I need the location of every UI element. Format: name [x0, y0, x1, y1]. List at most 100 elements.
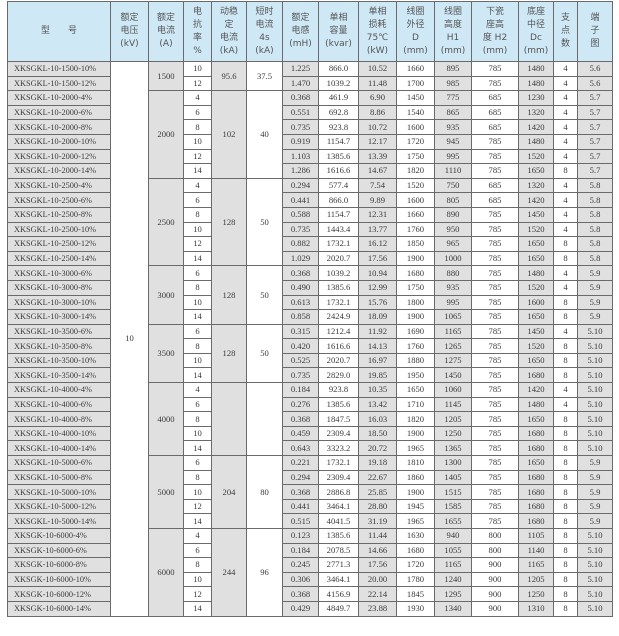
coil-height-cell: 1300 — [434, 455, 472, 471]
table-row: XKSGKL-10-5000-10% 10 0.368 2886.8 25.85 1900… — [7, 484, 613, 500]
dynamic-current-cell: 102 — [211, 90, 247, 179]
base-diameter-cell: 1250 — [518, 586, 554, 602]
inductance-cell: 0.515 — [282, 513, 319, 529]
base-height-cell: 785 — [471, 163, 519, 179]
loss-cell: 15.76 — [358, 294, 397, 311]
coil-height-cell: 1250 — [434, 425, 472, 442]
terminal-figure-cell: 5.8 — [577, 236, 613, 252]
inductance-cell: 0.245 — [282, 557, 319, 573]
short-time-current-cell: 37.5 — [246, 60, 283, 92]
capacity-cell: 1732.1 — [318, 236, 359, 252]
coil-height-cell: 1275 — [434, 352, 472, 369]
reactance-ratio-cell: 10 — [183, 352, 212, 369]
loss-cell: 12.17 — [358, 133, 397, 150]
base-diameter-cell: 1480 — [518, 265, 554, 281]
loss-cell: 16.12 — [358, 236, 397, 252]
header-model: 型 号 — [7, 1, 111, 62]
inductance-cell: 0.368 — [282, 586, 319, 602]
rated-current-cell: 1500 — [148, 60, 184, 92]
table-row: XKSGKL-10-2000-10% 10 0.919 1154.7 12.17 1720… — [7, 133, 613, 150]
terminal-figure-cell: 5.10 — [577, 338, 613, 354]
base-height-cell: 785 — [471, 440, 519, 457]
table-row: XKSGKL-10-2000-4% 2000 4 102 40 0.368 461.9 6.9… — [7, 90, 613, 179]
reactance-ratio-cell: 6 — [183, 455, 212, 471]
base-diameter-cell: 1450 — [518, 323, 554, 340]
capacity-cell: 1039.2 — [318, 265, 359, 281]
base-height-cell: 785 — [471, 498, 519, 515]
support-points-cell: 4 — [553, 119, 578, 135]
base-diameter-cell: 1420 — [518, 119, 554, 135]
support-points-cell: 8 — [553, 425, 578, 442]
reactance-ratio-cell: 14 — [183, 163, 212, 179]
table-row: XKSGKL-10-1500-10% 10 1500 10 95.6 37.5 1.225 8… — [7, 60, 613, 617]
header-inductance: 额定 电感 (mH) — [282, 1, 319, 62]
base-height-cell: 685 — [471, 192, 519, 208]
table-row: XKSGK-10-6000-6% 6 0.184 2078.5 14.66 1680 105… — [7, 542, 613, 559]
short-time-current-cell: 40 — [246, 90, 283, 179]
coil-diameter-cell: 1950 — [396, 367, 435, 384]
terminal-figure-cell: 5.9 — [577, 484, 613, 500]
base-height-cell: 785 — [471, 133, 519, 150]
table-body: XKSGKL-10-1500-10% 10 1500 10 95.6 37.5 1.225 8… — [7, 60, 613, 617]
loss-cell: 17.56 — [358, 250, 397, 267]
base-diameter-cell: 1680 — [518, 469, 554, 486]
coil-diameter-cell: 1710 — [396, 396, 435, 413]
capacity-cell: 1732.1 — [318, 455, 359, 471]
support-points-cell: 4 — [553, 133, 578, 150]
short-time-current-cell: 50 — [246, 177, 283, 267]
terminal-figure-cell: 5.10 — [577, 425, 613, 442]
support-points-cell: 8 — [553, 352, 578, 369]
base-diameter-cell: 1650 — [518, 309, 554, 325]
capacity-cell: 2886.8 — [318, 484, 359, 500]
inductance-cell: 0.368 — [282, 411, 319, 427]
loss-cell: 19.18 — [358, 455, 397, 471]
model-cell: XKSGKL-10-5000-12% — [7, 498, 111, 515]
loss-cell: 10.72 — [358, 119, 397, 135]
reactance-ratio-cell: 6 — [183, 323, 212, 340]
coil-height-cell: 880 — [434, 265, 472, 281]
table-row: XKSGKL-10-3000-8% 8 0.490 1385.6 12.99 1750 93… — [7, 279, 613, 296]
base-height-cell: 785 — [471, 338, 519, 354]
inductance-cell: 0.184 — [282, 542, 319, 559]
coil-height-cell: 1205 — [434, 411, 472, 427]
table-row: XKSGKL-10-3500-10% 10 0.525 2020.7 16.97 1880… — [7, 352, 613, 369]
reactance-ratio-cell: 14 — [183, 367, 212, 384]
coil-diameter-cell: 1720 — [396, 557, 435, 573]
coil-diameter-cell: 1690 — [396, 323, 435, 340]
base-height-cell: 785 — [471, 221, 519, 238]
table-row: XKSGKL-10-3000-6% 3000 6 128 50 0.368 1039.2 10… — [7, 265, 613, 325]
inductance-cell: 0.368 — [282, 90, 319, 106]
terminal-figure-cell: 5.8 — [577, 177, 613, 194]
reactance-ratio-cell: 8 — [183, 279, 212, 296]
coil-diameter-cell: 1660 — [396, 206, 435, 223]
reactance-ratio-cell: 6 — [183, 104, 212, 121]
base-diameter-cell: 1520 — [518, 338, 554, 354]
short-time-current-cell — [246, 382, 283, 457]
rated-current-cell: 2000 — [148, 90, 184, 179]
base-height-cell: 785 — [471, 236, 519, 252]
capacity-cell: 2829.0 — [318, 367, 359, 384]
reactance-ratio-cell: 14 — [183, 250, 212, 267]
inductance-cell: 0.735 — [282, 221, 319, 238]
terminal-figure-cell: 5.10 — [577, 542, 613, 559]
header-rated-voltage: 额定 电压 (kV) — [110, 1, 149, 62]
capacity-cell: 461.9 — [318, 90, 359, 106]
coil-height-cell: 1065 — [434, 309, 472, 325]
coil-diameter-cell: 1780 — [396, 571, 435, 588]
base-height-cell: 785 — [471, 484, 519, 500]
capacity-cell: 923.8 — [318, 382, 359, 398]
table-row: XKSGK-10-6000-12% 12 0.368 4156.9 22.14 1845 1… — [7, 586, 613, 602]
support-points-cell: 8 — [553, 571, 578, 588]
dynamic-current-cell: 95.6 — [211, 60, 247, 92]
coil-diameter-cell: 1860 — [396, 469, 435, 486]
table-row: XKSGKL-10-3000-10% 10 0.613 1732.1 15.76 1800… — [7, 294, 613, 311]
support-points-cell: 8 — [553, 498, 578, 515]
support-points-cell: 8 — [553, 586, 578, 602]
inductance-cell: 0.420 — [282, 338, 319, 354]
model-cell: XKSGKL-10-2000-4% — [7, 90, 111, 106]
inductance-cell: 1.470 — [282, 75, 319, 92]
coil-diameter-cell: 1900 — [396, 484, 435, 500]
header-dynamic-current: 动稳 定 电流 (kA) — [211, 1, 247, 62]
table-row: XKSGKL-10-2000-14% 14 1.286 1616.6 14.67 1820… — [7, 163, 613, 179]
model-cell: XKSGKL-10-4000-4% — [7, 382, 111, 398]
